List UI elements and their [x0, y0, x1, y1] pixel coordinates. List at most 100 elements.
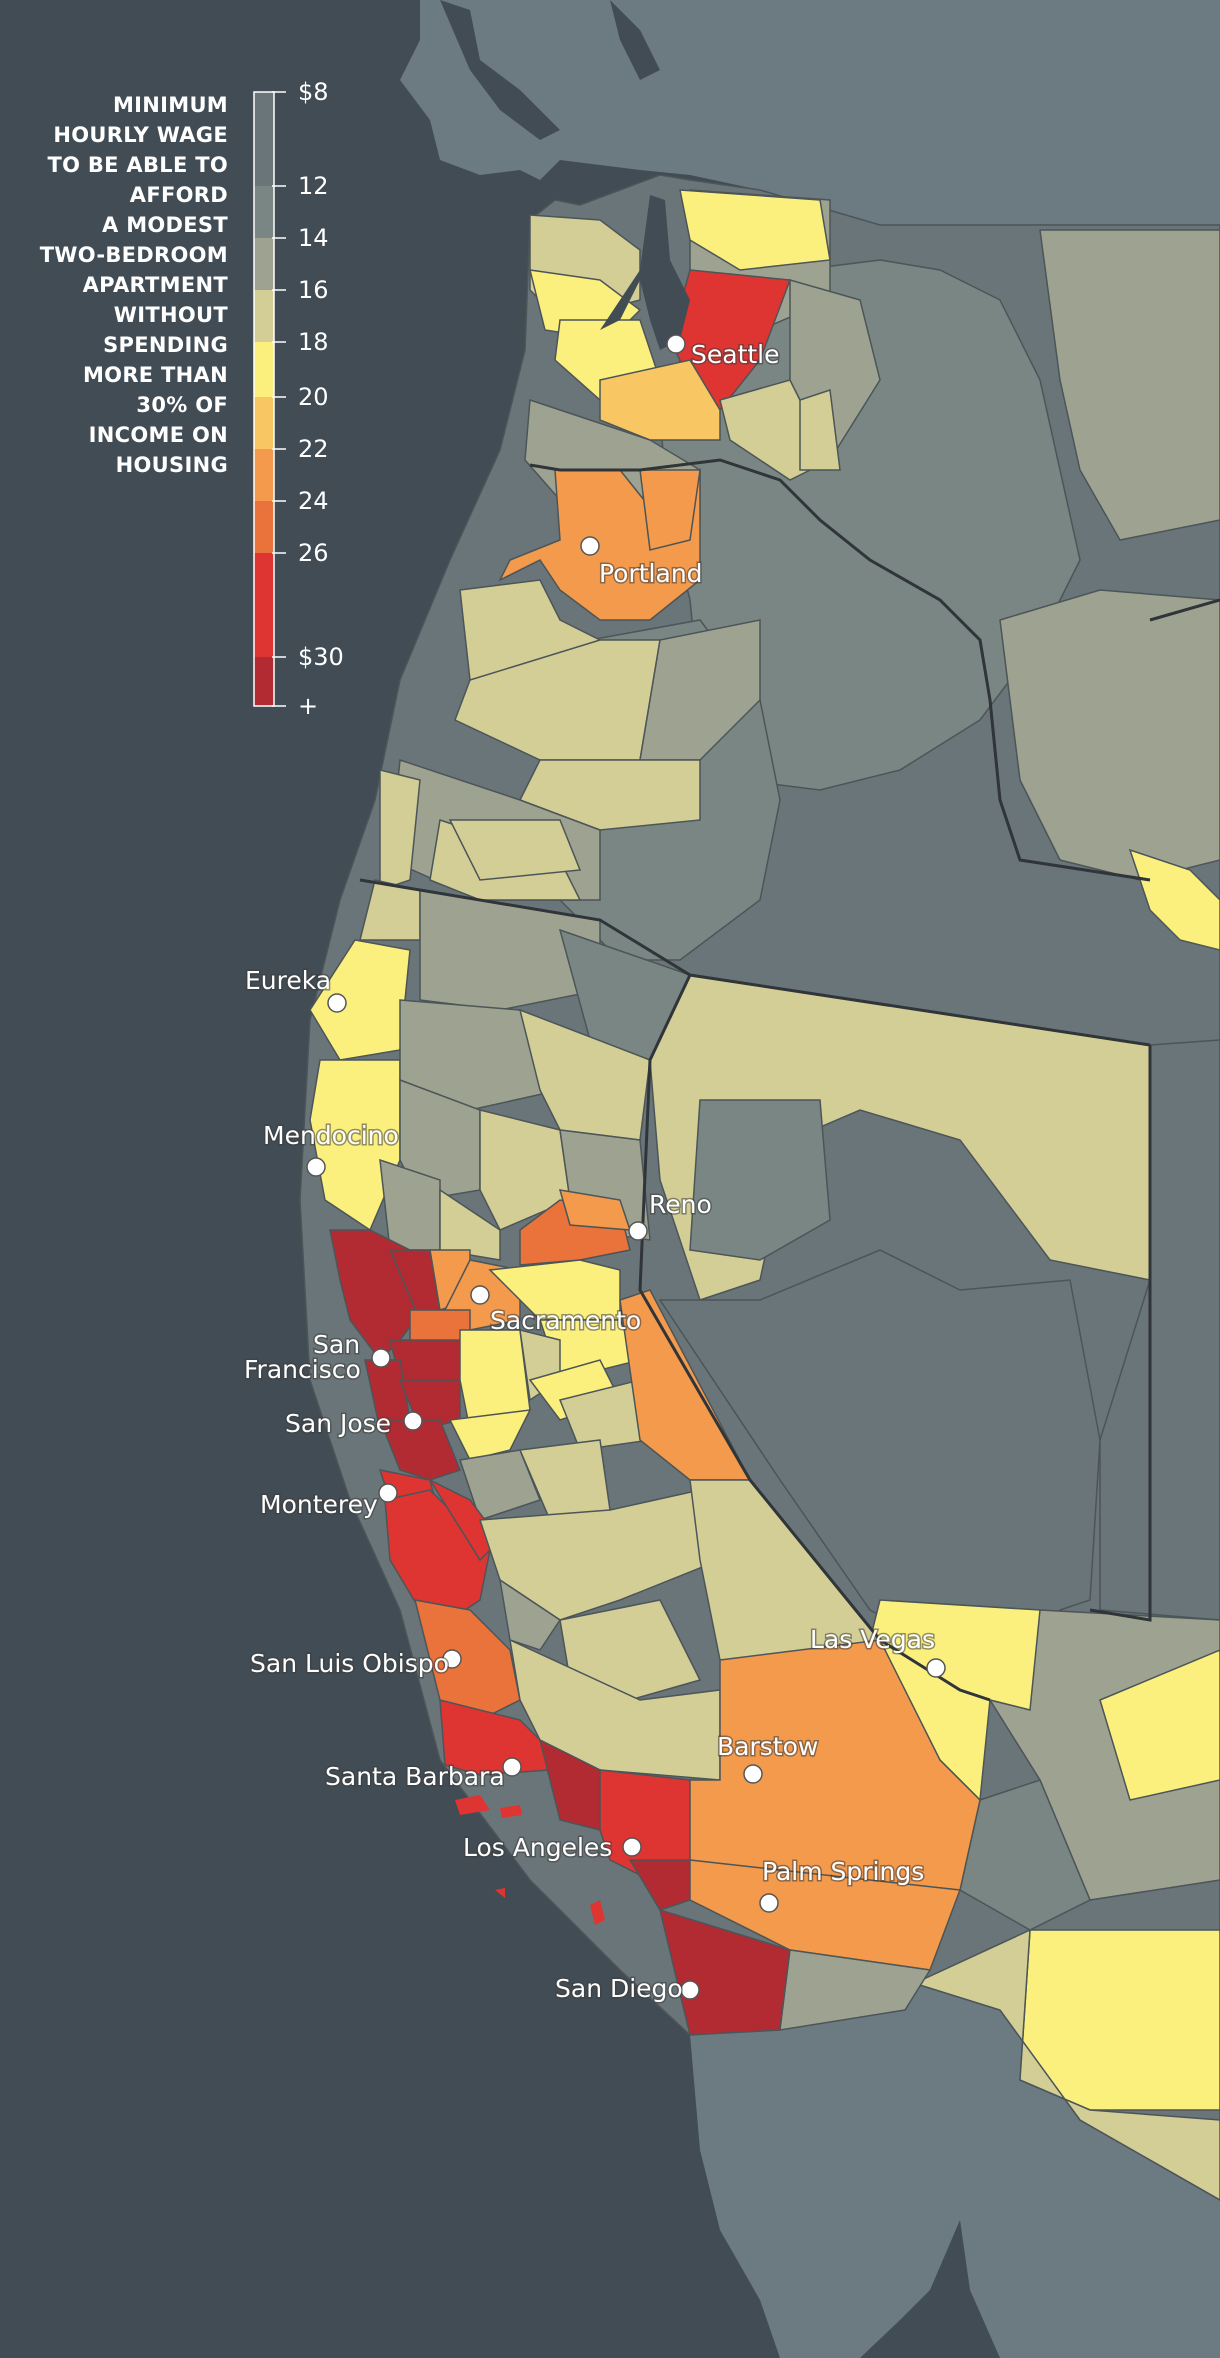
region-pierce	[599, 359, 721, 441]
region-yellow-idaho	[1128, 848, 1220, 951]
city-label-san-luis-obispo: San Luis Obispo	[250, 1649, 449, 1678]
region-oregon-coast-south	[379, 769, 421, 892]
region-placer	[488, 1259, 621, 1321]
legend-tick-label: 16	[298, 276, 329, 304]
puget-sound	[600, 195, 690, 350]
city-dot-san-luis-obispo	[442, 1649, 462, 1669]
region-arizona-yellow	[1099, 1649, 1220, 1801]
city-label-seattle: Seattle	[691, 340, 780, 369]
region-oregon-mid	[448, 819, 582, 881]
city-label-portland: Portland	[599, 559, 703, 588]
region-kings	[498, 1578, 562, 1651]
region-santa-clara	[378, 1419, 461, 1481]
city-label-monterey: Monterey	[260, 1490, 378, 1519]
legend-bin	[254, 186, 274, 238]
legend-bin	[254, 238, 274, 290]
city-dot-los-angeles	[622, 1837, 642, 1857]
city-dot-monterey	[378, 1483, 398, 1503]
city-labels: Seattle Portland Eureka Mendocino Reno S…	[243, 339, 937, 2005]
city-label-san-francisco-line1: San	[313, 1330, 360, 1359]
city-label-barstow: Barstow	[717, 1732, 818, 1761]
canada-land	[400, 0, 1220, 225]
legend-title-line: MINIMUM	[112, 93, 228, 117]
city-dot-palm-springs	[759, 1893, 779, 1913]
legend-title-line: SPENDING	[103, 333, 228, 357]
legend-tick-label: $8	[298, 78, 329, 106]
legend-title: MINIMUM HOURLY WAGE TO BE ABLE TO AFFORD A M…	[14, 90, 228, 480]
channel-islands	[455, 1795, 605, 1925]
region-colusa	[439, 1188, 501, 1261]
legend-tick-label: 14	[298, 224, 329, 252]
region-wa-spokane	[799, 388, 841, 471]
city-label-palm-springs: Palm Springs	[762, 1857, 924, 1886]
city-label-eureka: Eureka	[245, 966, 331, 995]
city-label-san-diego: San Diego	[555, 1974, 683, 2003]
city-label-mendocino: Mendocino	[263, 1121, 399, 1150]
legend-title-line: HOUSING	[115, 453, 228, 477]
legend-title-line: WITHOUT	[113, 303, 228, 327]
city-dot-santa-barbara	[502, 1757, 522, 1777]
strait-islands	[440, 0, 660, 140]
legend-tick-label: 22	[298, 435, 329, 463]
region-kern	[509, 1638, 721, 1781]
city-label-los-angeles: Los Angeles	[463, 1833, 612, 1862]
legend-bin	[254, 92, 274, 186]
legend-tick-label: 12	[298, 172, 329, 200]
legend-bin	[254, 397, 274, 449]
city-dot-las-vegas	[926, 1658, 946, 1678]
region-butte	[479, 1109, 571, 1231]
region-trinity-shasta	[399, 999, 562, 1111]
city-label-reno: Reno	[649, 1190, 712, 1219]
legend-bin	[254, 342, 274, 397]
region-montana	[1039, 229, 1220, 541]
legend-title-line: INCOME ON	[88, 423, 228, 447]
legend-bin	[254, 657, 274, 706]
city-dot-seattle	[666, 334, 686, 354]
region-tehama	[399, 1078, 481, 1201]
city-dot-san-diego	[680, 1980, 700, 2000]
region-oregon-central	[639, 619, 761, 761]
legend-title-line: MORE THAN	[82, 363, 228, 387]
state-borders	[359, 458, 1220, 1702]
city-dot-barstow	[743, 1764, 763, 1784]
city-dot-mendocino	[306, 1157, 326, 1177]
city-dot-san-francisco	[371, 1348, 391, 1368]
legend-title-line: TWO-BEDROOM	[39, 243, 228, 267]
legend-bin	[254, 501, 274, 553]
region-humboldt	[309, 939, 411, 1061]
legend-title-line: AFFORD	[129, 183, 228, 207]
legend-tick-label: 20	[298, 383, 329, 411]
city-label-las-vegas: Las Vegas	[810, 1625, 935, 1654]
mexico-land	[690, 1985, 1220, 2358]
legend-bin	[254, 290, 274, 342]
legend-bin	[254, 449, 274, 501]
city-label-san-francisco-line2: Francisco	[244, 1355, 361, 1384]
legend-ticks: $8 12 14 16 18 20 22 24 26 $30 +	[272, 78, 344, 720]
city-label-sacramento: Sacramento	[490, 1306, 641, 1335]
legend-bar-outline	[253, 91, 275, 707]
city-dot-sacramento	[470, 1285, 490, 1305]
region-wa-north-yellow	[679, 189, 831, 271]
legend-title-line: APARTMENT	[82, 273, 228, 297]
city-markers	[306, 334, 946, 2000]
legend-bin	[254, 553, 274, 657]
city-label-san-jose: San Jose	[285, 1409, 391, 1438]
legend-tick-label: +	[298, 692, 318, 720]
region-imperial	[779, 1949, 932, 2031]
city-dot-reno	[628, 1221, 648, 1241]
city-label-santa-barbara: Santa Barbara	[325, 1762, 505, 1791]
city-dot-eureka	[327, 993, 347, 1013]
city-dot-portland	[580, 536, 600, 556]
city-dot-san-jose	[403, 1411, 423, 1431]
region-nevada-south	[658, 1249, 1101, 1702]
region-nevada-gray	[689, 1099, 831, 1261]
legend-title-line: 30% OF	[136, 393, 228, 417]
legend-tick-label: $30	[298, 643, 344, 671]
legend-tick-label: 26	[298, 539, 329, 567]
legend-title-line: TO BE ABLE TO	[47, 153, 228, 177]
region-merced	[459, 1449, 541, 1521]
legend-tick-label: 24	[298, 487, 329, 515]
region-arizona-mid	[899, 1928, 1220, 2201]
